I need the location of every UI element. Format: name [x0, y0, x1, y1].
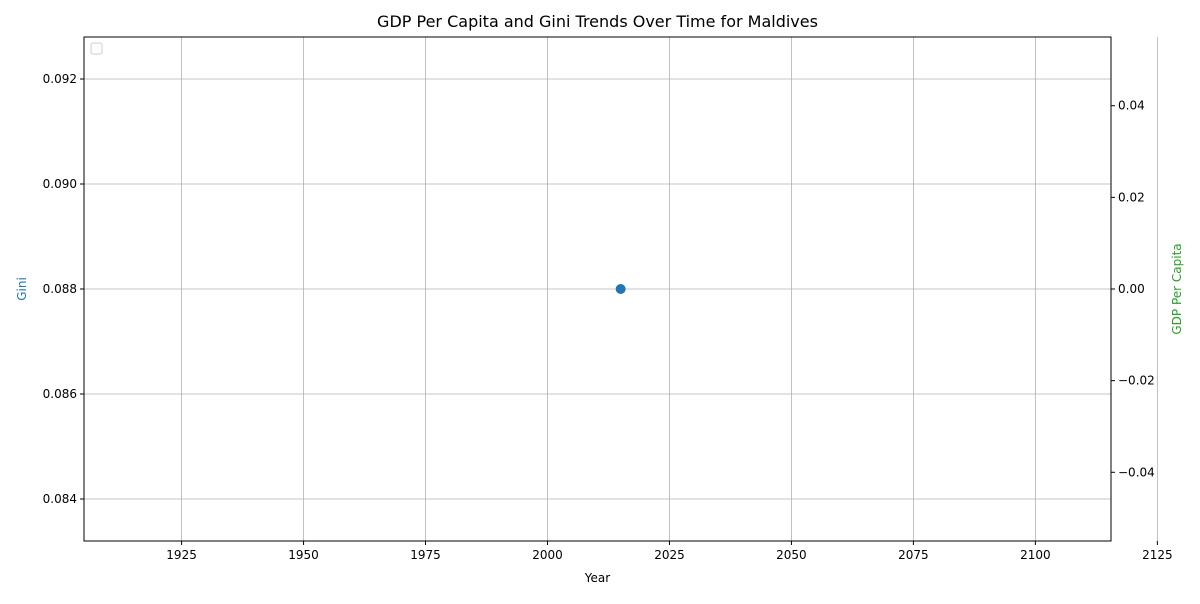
axis-ticks: 1925 1950 1975 2000 2025 2050 2075 2100 2125 0.08… [43, 72, 1173, 562]
x-tick-label: 2100 [1020, 548, 1051, 562]
y-right-tick-label: −0.04 [1118, 465, 1155, 479]
chart-title: GDP Per Capita and Gini Trends Over Time… [377, 12, 818, 31]
x-axis-label: Year [584, 571, 610, 585]
y-right-tick-label: 0.02 [1118, 190, 1145, 204]
y-left-tick-label: 0.090 [43, 177, 77, 191]
y-axis-label-gini: Gini [15, 277, 29, 301]
y-left-tick-label: 0.088 [43, 282, 77, 296]
y-axis-label-gdp-per-capita: GDP Per Capita [1170, 243, 1184, 334]
x-tick-label: 2050 [776, 548, 807, 562]
x-tick-label: 1925 [166, 548, 197, 562]
y-left-tick-label: 0.092 [43, 72, 77, 86]
y-right-tick-label: 0.04 [1118, 99, 1145, 113]
x-tick-label: 2075 [898, 548, 929, 562]
y-left-tick-label: 0.084 [43, 492, 77, 506]
x-tick-label: 1950 [288, 548, 319, 562]
y-right-tick-label: −0.02 [1118, 374, 1155, 388]
y-left-tick-label: 0.086 [43, 387, 77, 401]
y-right-tick-label: 0.00 [1118, 282, 1145, 296]
grid [84, 37, 1158, 541]
data-point-gini [615, 284, 626, 294]
legend-box [90, 42, 103, 55]
x-tick-label: 1975 [410, 548, 441, 562]
plot-marks [615, 284, 626, 294]
x-tick-label: 2000 [532, 548, 563, 562]
x-tick-label: 2125 [1142, 548, 1173, 562]
x-tick-label: 2025 [654, 548, 685, 562]
